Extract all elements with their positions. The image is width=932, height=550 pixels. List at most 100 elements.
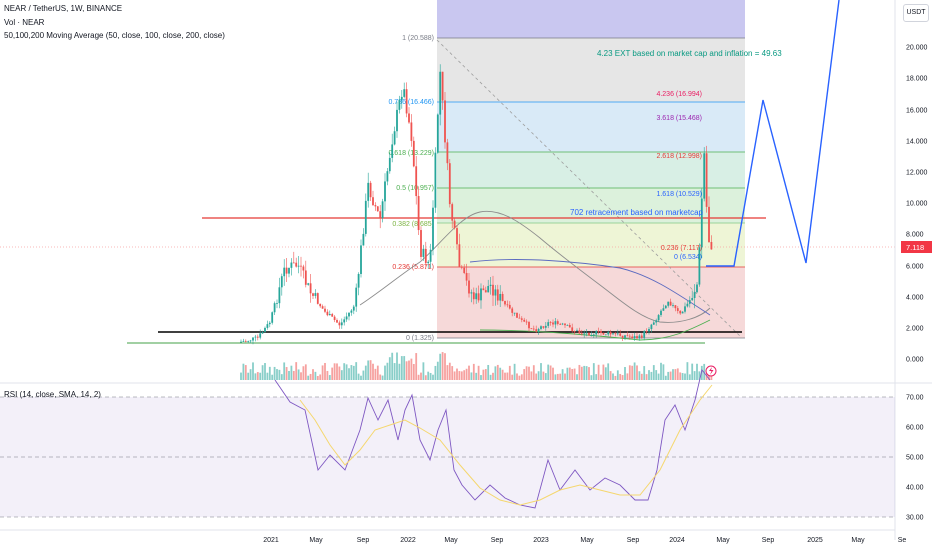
candle-body — [561, 323, 564, 325]
candle-body — [300, 265, 302, 267]
volume-bar — [477, 365, 480, 380]
volume-bar — [588, 367, 590, 380]
volume-bar — [520, 374, 523, 380]
candle-body — [273, 303, 276, 313]
ma-indicator-label[interactable]: 50,100,200 Moving Average (50, close, 10… — [4, 31, 225, 40]
volume-bar — [504, 372, 506, 380]
candle-body — [417, 196, 420, 231]
price-tick-label: 14.000 — [906, 139, 928, 146]
candle-body — [679, 310, 682, 314]
fib-retracement-box[interactable] — [436, 0, 745, 339]
candle-body — [667, 301, 670, 306]
volume-bar — [376, 365, 379, 380]
volume-bar — [552, 367, 554, 380]
time-tick-label: Sep — [762, 537, 775, 544]
candle-body — [374, 205, 377, 207]
candle-body — [333, 316, 336, 321]
candle-body — [314, 293, 317, 296]
candle-body — [396, 109, 398, 132]
volume-bar — [374, 368, 377, 380]
candle-body — [504, 301, 506, 305]
ma-200-line — [479, 319, 711, 341]
candle-body — [525, 321, 528, 323]
candle-body — [480, 288, 482, 301]
volume-bar — [636, 365, 638, 380]
candle-body — [412, 140, 415, 167]
candle-body — [585, 332, 588, 334]
candle-body — [266, 324, 269, 328]
volume-bar — [501, 369, 504, 380]
lightning-icon[interactable] — [705, 365, 717, 377]
candle-body — [672, 305, 674, 306]
volume-bar — [384, 365, 386, 380]
volume-bar — [364, 365, 367, 380]
price-axis[interactable]: 20.000 18.000 16.000 14.000 12.000 10.000 8.00… — [894, 0, 928, 540]
volume-bar — [571, 368, 574, 380]
candle-body — [686, 303, 689, 307]
volume-bar — [292, 370, 295, 380]
volume-indicator-label[interactable]: Vol · NEAR — [4, 18, 45, 27]
price-tick-label: 0.000 — [906, 357, 924, 364]
time-tick-label: 2024 — [669, 537, 685, 544]
fib-label-1: 1 (20.588) — [402, 35, 434, 42]
volume-bar — [444, 353, 446, 380]
price-tick-label: 20.000 — [906, 45, 928, 52]
volume-bar — [312, 369, 314, 380]
volume-bar — [554, 374, 557, 380]
candle-body — [499, 293, 502, 301]
time-tick-label: 2023 — [533, 537, 549, 544]
volume-bar — [513, 363, 516, 380]
candle-body — [648, 328, 650, 332]
candle-body — [463, 267, 466, 273]
rsi-line — [274, 368, 711, 509]
volume-bar — [508, 365, 511, 380]
candle-body — [427, 261, 430, 264]
candle-body — [633, 336, 636, 339]
volume-bar — [290, 365, 293, 380]
candle-body — [688, 300, 691, 304]
candle-body — [566, 324, 569, 326]
time-axis[interactable]: 2021 May Sep 2022 May Sep 2023 May Sep 2024 May Sep… — [263, 537, 906, 544]
candle-body — [420, 230, 422, 257]
candle-body — [516, 312, 518, 318]
candle-body — [336, 320, 338, 323]
candle-body — [338, 322, 341, 326]
volume-bar — [396, 352, 398, 380]
volume-bar — [628, 365, 631, 380]
time-tick-label: 2022 — [400, 537, 416, 544]
candle-body — [643, 331, 646, 338]
volume-bar — [439, 353, 442, 380]
projection-path[interactable] — [706, 0, 840, 267]
volume-bar — [247, 372, 250, 380]
volume-bar — [535, 373, 538, 380]
volume-bar — [268, 366, 271, 380]
volume-bar — [592, 363, 595, 380]
volume-bar — [542, 371, 545, 380]
volume-bar — [604, 367, 607, 380]
candle-body — [453, 220, 456, 229]
candle-body — [319, 303, 322, 307]
volume-bar — [405, 361, 408, 380]
candle-body — [624, 335, 626, 338]
candle-body — [614, 333, 617, 335]
rsi-indicator-label[interactable]: RSI (14, close, SMA, 14, 2) — [4, 390, 101, 399]
candle-body — [400, 96, 403, 100]
volume-bar — [693, 371, 696, 380]
candle-body — [631, 336, 634, 339]
volume-bar — [331, 367, 334, 380]
fib-zone-extension — [437, 0, 745, 38]
volume-bar — [537, 371, 540, 380]
volume-bar — [240, 372, 242, 380]
candle-body — [612, 333, 614, 335]
price-tick-label: 12.000 — [906, 170, 928, 177]
volume-bar — [576, 374, 578, 380]
candle-body — [700, 198, 703, 248]
candle-body — [422, 248, 425, 257]
volume-bar — [616, 370, 619, 380]
candle-body — [278, 287, 281, 304]
volume-bar — [681, 373, 684, 380]
currency-button[interactable]: USDT — [903, 4, 929, 22]
volume-bar — [643, 366, 646, 380]
candle-body — [256, 336, 259, 338]
